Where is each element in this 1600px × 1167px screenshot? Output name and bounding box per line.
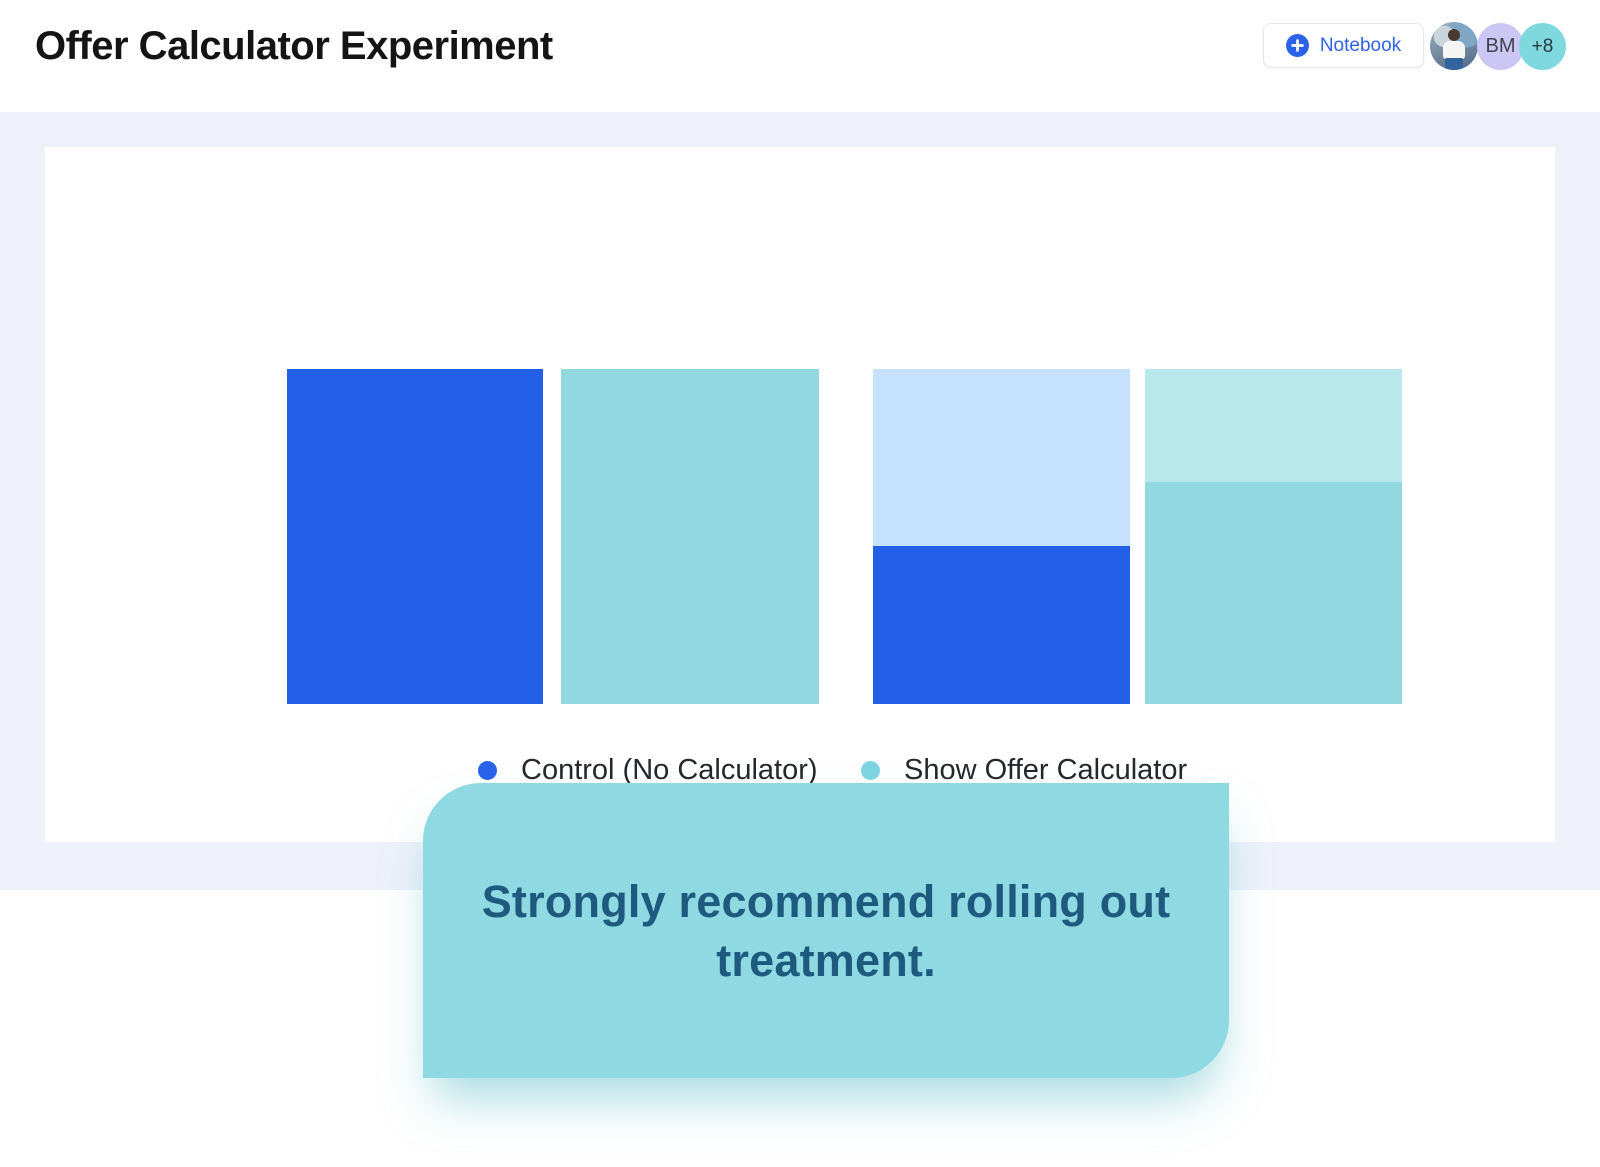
bar-segment xyxy=(287,369,543,704)
legend-dot-treatment xyxy=(861,760,880,780)
bar-segment-remainder xyxy=(873,369,1130,546)
page-title: Offer Calculator Experiment xyxy=(35,24,553,68)
legend-label-treatment: Show Offer Calculator xyxy=(904,753,1188,786)
avatar-person-head xyxy=(1448,29,1460,41)
recommendation-callout: Strongly recommend rolling out treatment… xyxy=(423,783,1229,1078)
bar-segment xyxy=(561,369,819,704)
bar-segment-fill xyxy=(1145,481,1402,704)
user-avatar-initials[interactable]: BM xyxy=(1477,23,1524,70)
legend-item-treatment: Show Offer Calculator xyxy=(861,751,1187,789)
avatar-person-jeans xyxy=(1445,58,1463,70)
legend-dot-control xyxy=(478,760,497,780)
notebook-button[interactable]: Notebook xyxy=(1263,23,1424,68)
avatar-person-shirt xyxy=(1443,41,1465,59)
legend-item-control: Control (No Calculator) xyxy=(478,751,818,789)
bar-segment-remainder xyxy=(1145,369,1402,482)
plus-icon xyxy=(1285,34,1309,57)
user-avatar-photo[interactable] xyxy=(1430,22,1478,70)
app-header: Offer Calculator Experiment Notebook BM … xyxy=(0,0,1600,112)
bar-treatment-solid xyxy=(561,369,819,704)
avatar-overflow-badge[interactable]: +8 xyxy=(1519,23,1566,70)
legend-label-control: Control (No Calculator) xyxy=(521,753,818,786)
experiment-card: Control (No Calculator) Show Offer Calcu… xyxy=(45,147,1555,882)
bar-treatment-proportion xyxy=(1145,369,1402,704)
recommendation-text: Strongly recommend rolling out treatment… xyxy=(481,875,1171,986)
bar-control-solid xyxy=(287,369,543,704)
notebook-button-label: Notebook xyxy=(1319,34,1402,56)
bar-control-proportion xyxy=(873,369,1130,704)
bar-segment-fill xyxy=(873,545,1130,704)
